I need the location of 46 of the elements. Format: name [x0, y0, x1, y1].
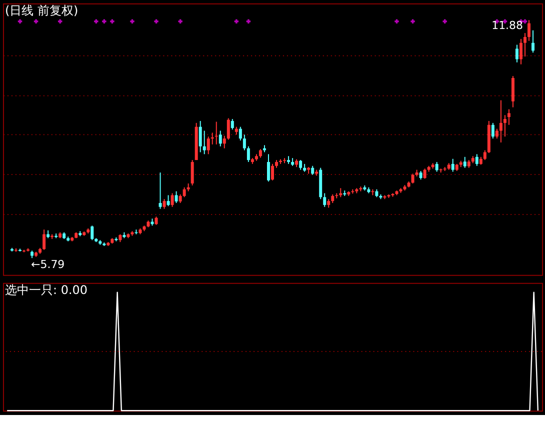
candlestick [475, 154, 478, 166]
candlestick [519, 38, 522, 65]
candlestick [202, 130, 206, 155]
candlestick [499, 100, 502, 143]
candlestick [190, 160, 194, 186]
candlestick [218, 130, 222, 147]
annotation: ←5.79 [31, 258, 65, 272]
candlestick [483, 150, 486, 161]
candlestick [182, 186, 186, 198]
candlestick [411, 173, 414, 184]
candlestick [170, 192, 174, 208]
candlestick [238, 126, 242, 141]
candlestick [435, 161, 438, 172]
candlestick [42, 229, 46, 250]
candlestick [198, 120, 202, 153]
candlestick [511, 76, 514, 108]
candlestick [206, 136, 210, 155]
candlestick [266, 154, 270, 182]
chart-title: (日线 前复权) [4, 3, 78, 18]
candlestick [423, 168, 426, 180]
annotation: 11.88 [492, 19, 524, 32]
candlestick [230, 118, 234, 130]
candlestick [507, 108, 510, 126]
candlestick [515, 44, 518, 63]
candlestick [166, 194, 170, 207]
candlestick [246, 146, 250, 162]
candlestick [271, 163, 274, 181]
candlestick [528, 20, 530, 42]
candlestick [503, 114, 506, 138]
candlestick [226, 118, 230, 140]
candlestick [158, 172, 162, 210]
candlestick [299, 160, 302, 170]
candlestick [222, 135, 226, 149]
candlestick [90, 225, 94, 241]
chart-title: 选中一只: 0.00 [4, 282, 88, 297]
candlestick [323, 192, 326, 208]
candlestick [242, 134, 246, 151]
candlestick [463, 156, 466, 168]
candlestick [532, 30, 535, 54]
candlestick [451, 158, 454, 172]
candlestick [495, 128, 498, 140]
candlestick [174, 190, 178, 204]
candlestick [523, 32, 526, 58]
candlestick [162, 198, 166, 210]
candlestick [335, 192, 338, 199]
candlestick [491, 122, 494, 140]
